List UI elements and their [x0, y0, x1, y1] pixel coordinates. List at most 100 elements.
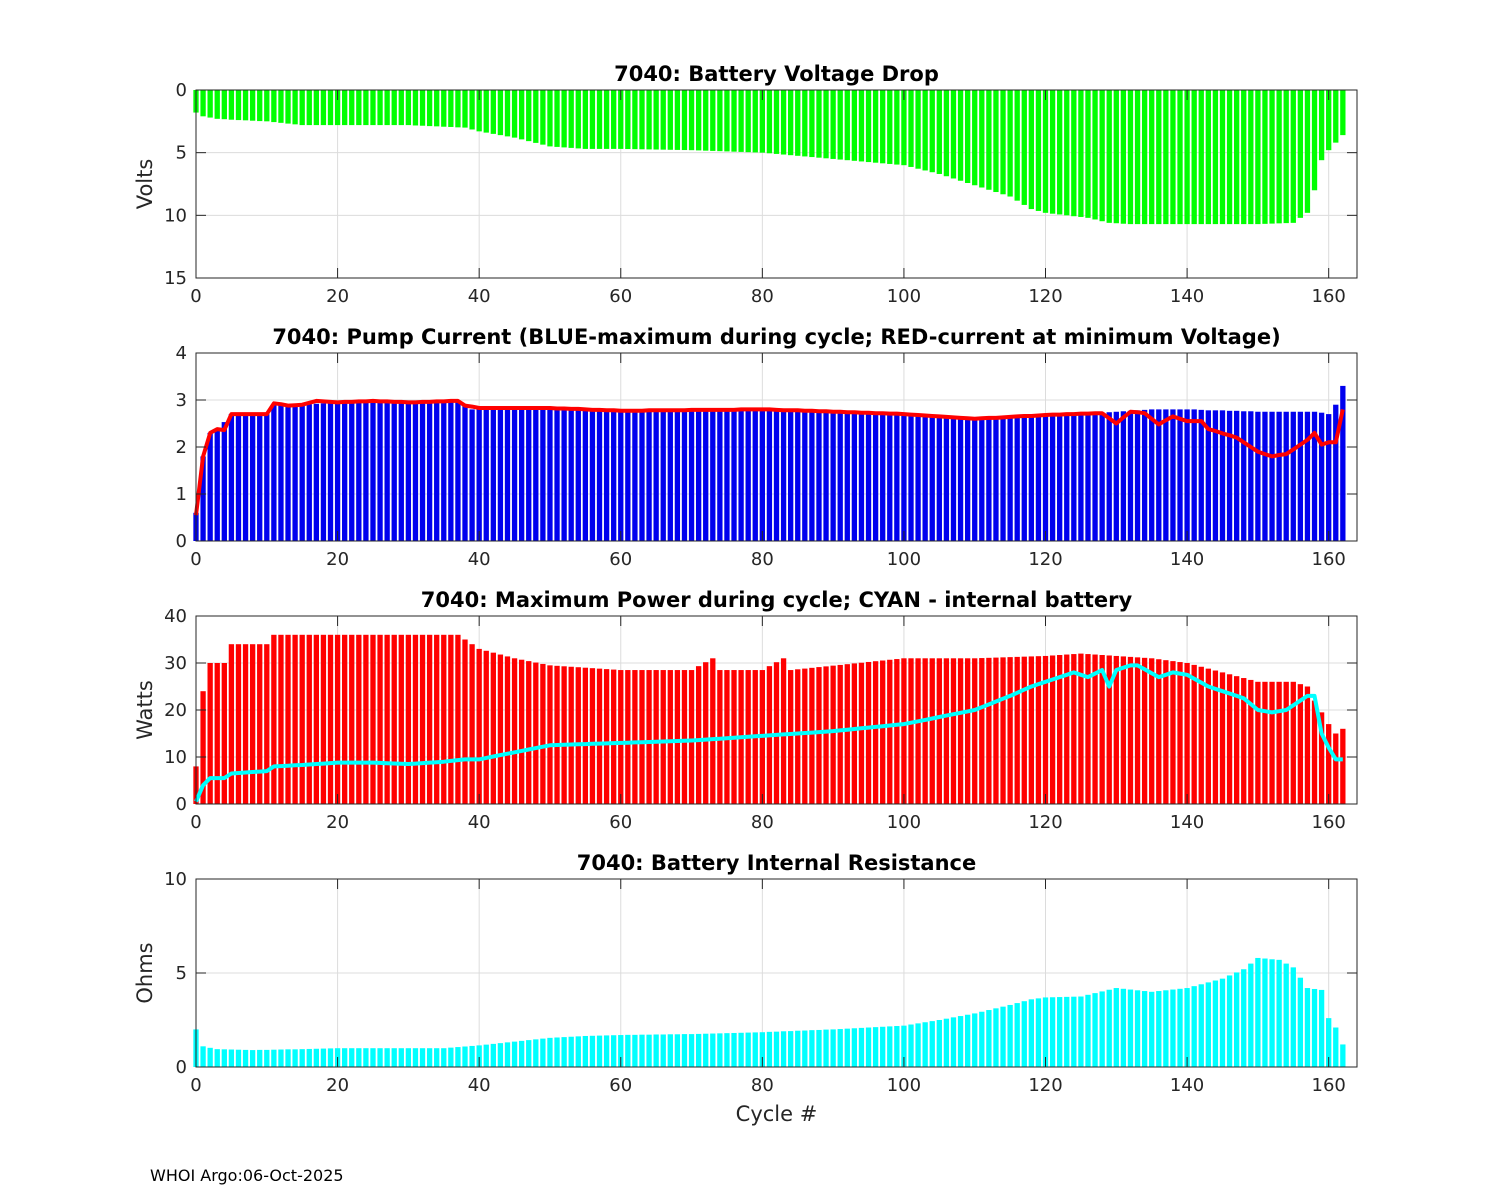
bar — [1078, 653, 1084, 804]
bar — [264, 90, 270, 122]
bar — [901, 90, 907, 166]
bar — [1141, 657, 1148, 804]
bar — [1198, 90, 1204, 225]
bar — [745, 409, 751, 541]
bar — [405, 90, 412, 126]
bar — [816, 667, 822, 804]
bar — [872, 1027, 879, 1067]
bar — [497, 409, 504, 541]
bar — [1297, 684, 1304, 804]
bar — [964, 90, 971, 183]
bar — [1106, 412, 1112, 541]
bar — [943, 416, 950, 541]
bar — [1007, 1004, 1013, 1067]
bar — [533, 90, 539, 143]
bar — [207, 432, 213, 541]
bar — [589, 668, 596, 804]
series-line — [194, 663, 1343, 803]
bar — [1085, 994, 1091, 1067]
bar — [788, 1031, 794, 1067]
bar — [1297, 977, 1304, 1067]
bar — [887, 1026, 893, 1067]
bar — [405, 1048, 412, 1067]
bar — [957, 658, 964, 804]
bar — [554, 665, 560, 804]
bar — [1163, 90, 1169, 225]
bar — [568, 1036, 574, 1067]
bar — [1283, 411, 1289, 541]
bar — [1198, 409, 1204, 541]
x-tick-label: 140 — [1170, 549, 1204, 570]
bar — [1241, 90, 1247, 225]
bar — [1127, 410, 1134, 541]
bar — [1290, 681, 1296, 804]
bar — [1028, 90, 1035, 210]
footer-credit: WHOI Argo:06-Oct-2025 — [150, 1166, 344, 1185]
bar — [1255, 411, 1261, 541]
bar — [1233, 90, 1240, 225]
bar — [200, 1046, 206, 1067]
bar — [695, 666, 702, 804]
bar — [278, 1049, 284, 1067]
bar — [618, 411, 624, 541]
bar — [412, 402, 419, 541]
bar — [1149, 409, 1155, 541]
bar — [490, 90, 496, 134]
bar — [235, 1049, 242, 1067]
bar — [426, 90, 433, 127]
bar — [434, 1048, 440, 1067]
bar — [1262, 681, 1268, 804]
bar — [490, 409, 496, 541]
bar — [1078, 996, 1084, 1067]
bar — [1085, 654, 1091, 804]
bar — [1127, 90, 1134, 225]
bar — [858, 412, 865, 541]
bar — [1191, 986, 1197, 1067]
bar — [993, 417, 999, 541]
bar — [1311, 411, 1318, 541]
bar — [214, 1049, 220, 1067]
bar — [1205, 668, 1211, 804]
bar — [809, 90, 815, 158]
bar — [950, 658, 957, 804]
bar — [1014, 90, 1020, 201]
bar — [356, 634, 362, 804]
bar — [639, 411, 645, 541]
bar — [582, 1035, 589, 1067]
bar — [462, 1046, 468, 1067]
bar — [1290, 411, 1296, 541]
bar — [943, 658, 950, 804]
bar — [780, 1031, 787, 1067]
x-tick-label: 80 — [751, 286, 774, 307]
bar — [1042, 655, 1049, 804]
bar — [901, 1025, 907, 1067]
bar — [384, 90, 390, 126]
bar — [710, 410, 716, 541]
bar — [575, 410, 581, 541]
bar — [703, 90, 709, 151]
bar — [299, 90, 305, 126]
bar — [356, 402, 362, 541]
bar — [398, 634, 404, 804]
bar — [1283, 90, 1289, 224]
bar — [1120, 90, 1127, 224]
bar — [582, 667, 589, 804]
bar — [228, 414, 235, 541]
x-axis-label: Cycle # — [736, 1102, 818, 1126]
bar — [1007, 657, 1013, 804]
bar — [759, 409, 765, 541]
bar — [391, 402, 397, 541]
bar — [1064, 415, 1070, 541]
y-tick-label: 40 — [164, 606, 187, 627]
bar — [299, 634, 305, 804]
bar — [731, 409, 737, 541]
bar — [703, 1033, 709, 1067]
bar — [327, 402, 334, 541]
bar — [667, 1034, 673, 1067]
bar — [851, 90, 858, 161]
x-tick-label: 140 — [1170, 286, 1204, 307]
y-tick-label: 2 — [176, 437, 187, 458]
bar — [717, 90, 723, 152]
bar — [1170, 989, 1176, 1067]
bar — [1134, 410, 1141, 541]
